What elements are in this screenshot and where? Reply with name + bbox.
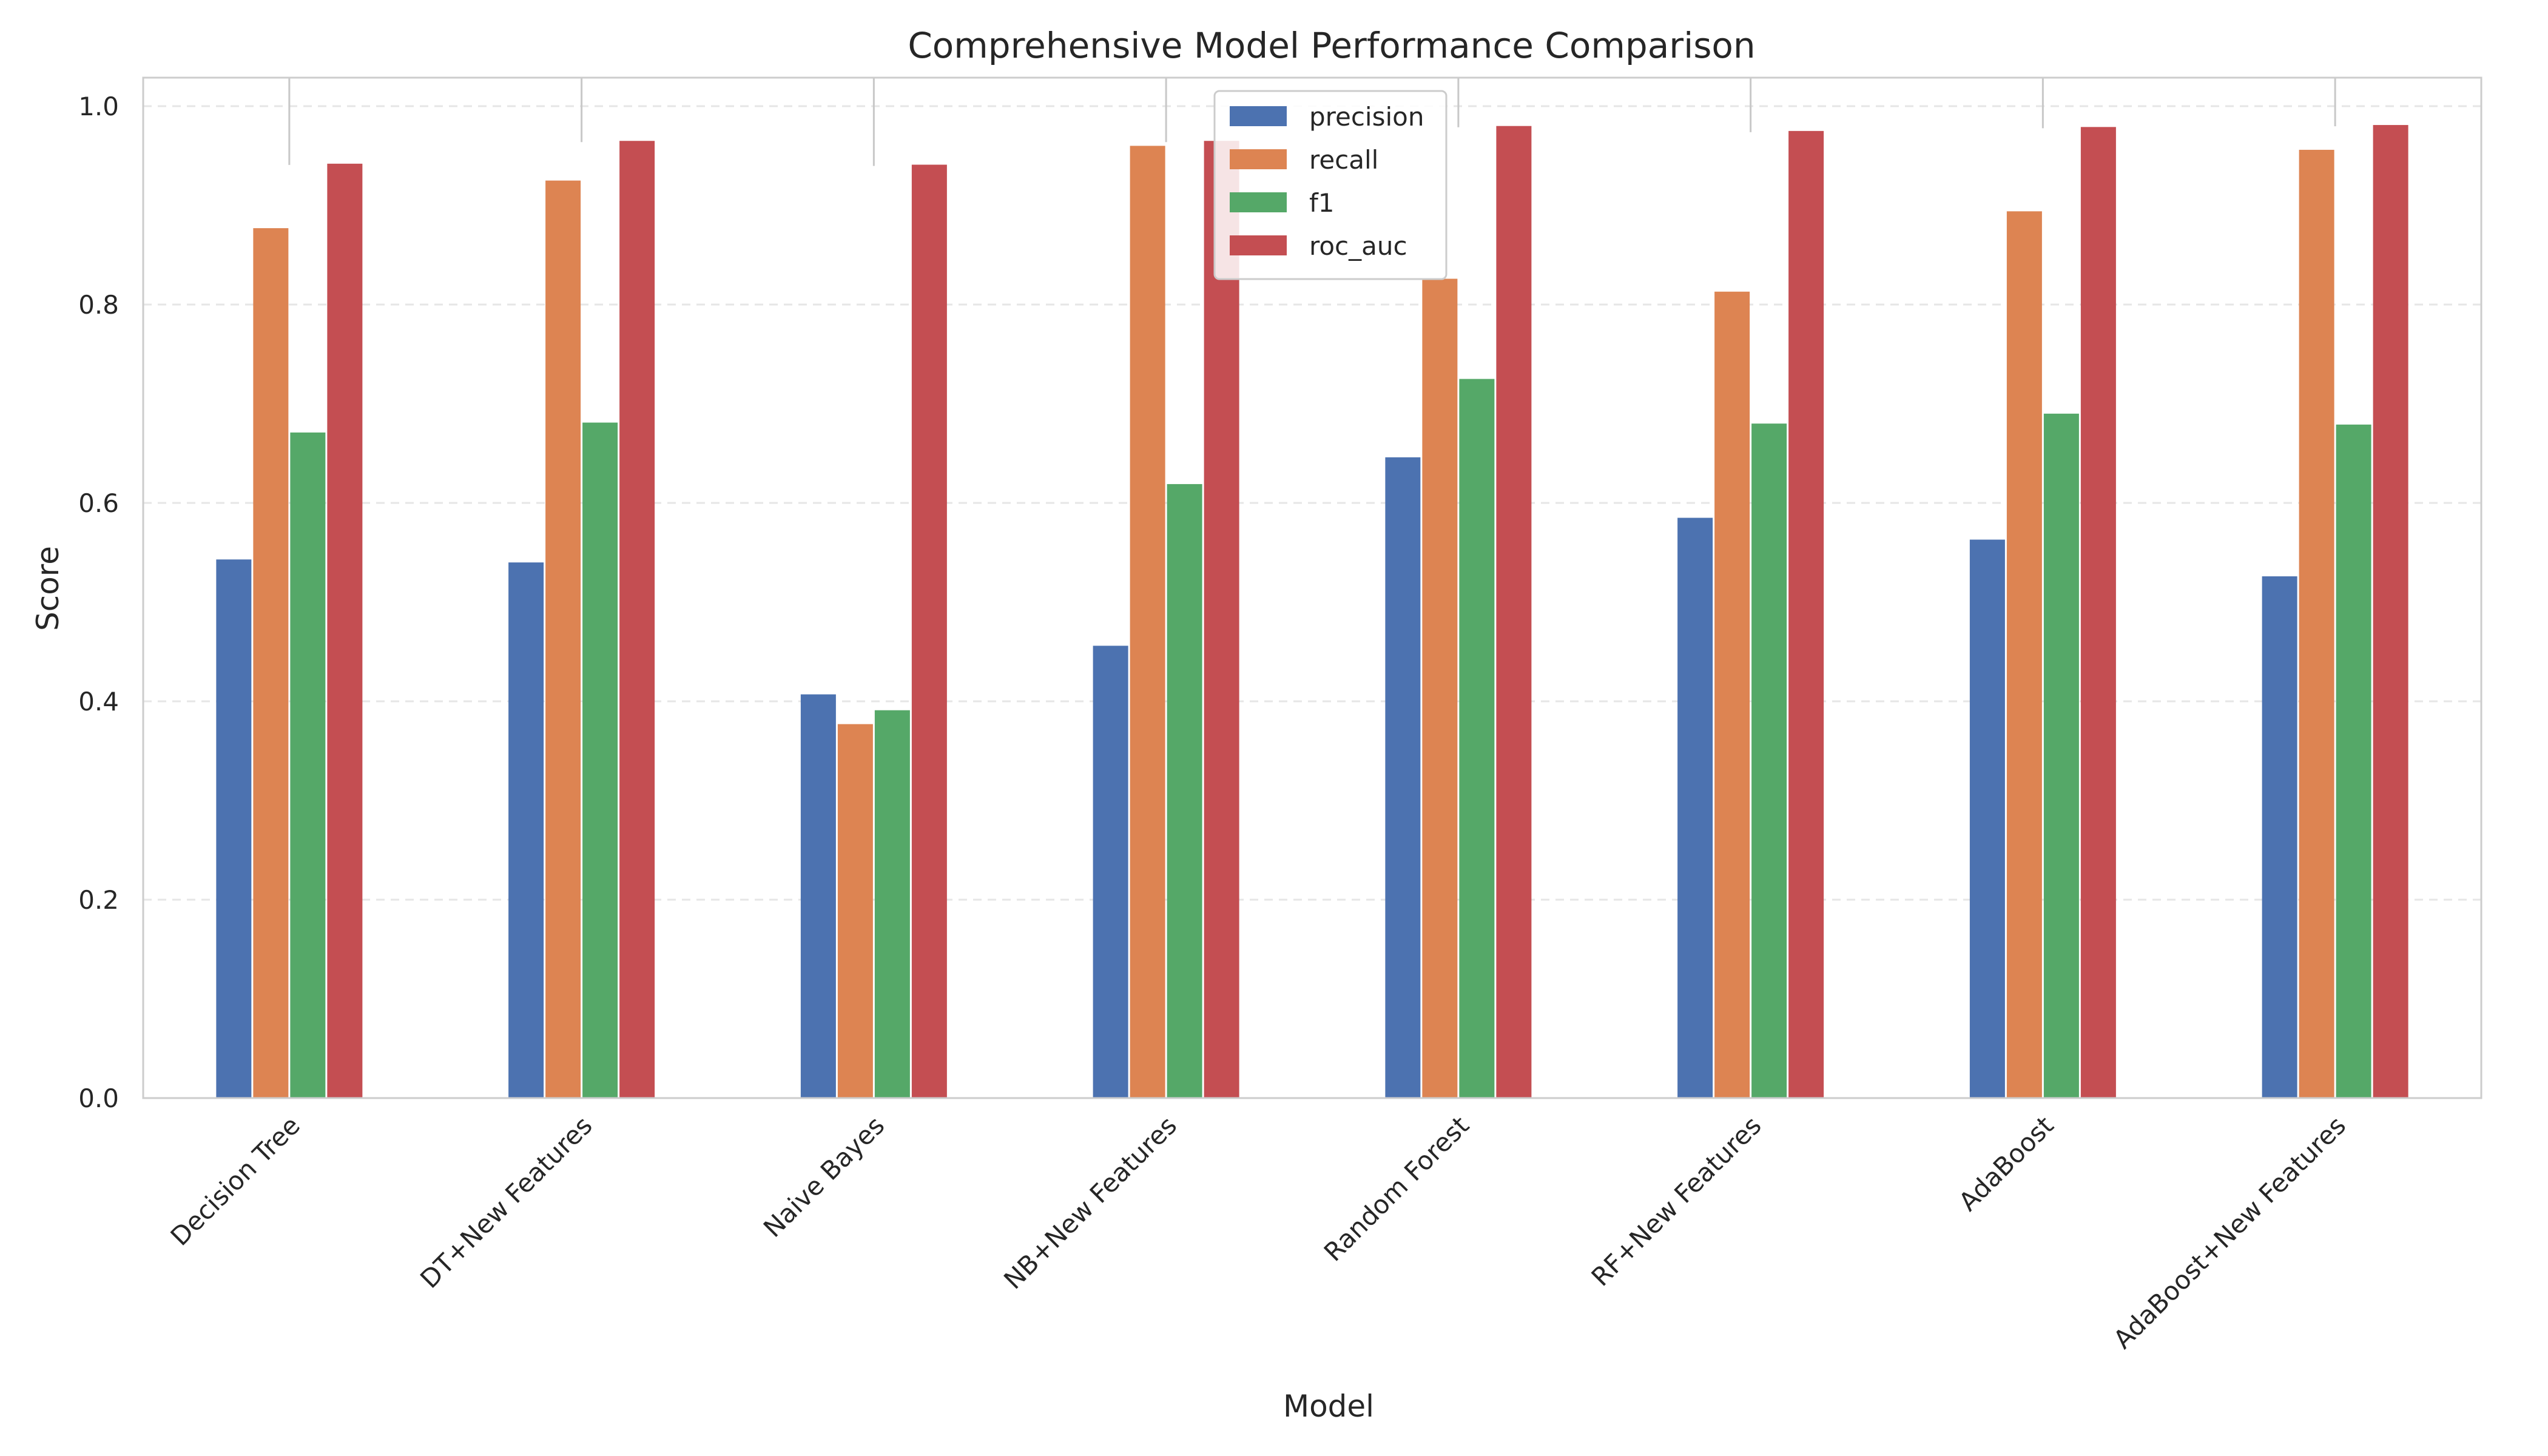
whisker-layer — [288, 78, 2336, 166]
y-tick-label: 0.4 — [78, 687, 119, 716]
bar-layer — [216, 125, 2408, 1099]
plot-area-frame — [142, 76, 2482, 1099]
legend-label-f1: f1 — [1309, 188, 1335, 218]
bar-f1-1 — [582, 422, 618, 1099]
bar-f1-7 — [2336, 424, 2371, 1099]
bar-precision-1 — [508, 562, 544, 1098]
bar-precision-7 — [2262, 576, 2297, 1098]
legend-label-roc_auc: roc_auc — [1309, 231, 1407, 261]
bar-roc_auc-4 — [1496, 126, 1532, 1099]
bar-recall-6 — [2006, 211, 2042, 1098]
bar-recall-3 — [1130, 146, 1165, 1098]
legend-box — [1213, 90, 1448, 280]
bar-precision-5 — [1677, 517, 1713, 1098]
bar-f1-0 — [290, 432, 326, 1098]
bar-roc_auc-5 — [1788, 130, 1824, 1098]
bar-precision-3 — [1093, 645, 1128, 1098]
y-tick-label: 0.8 — [78, 290, 119, 320]
bar-precision-4 — [1385, 457, 1421, 1098]
bar-precision-6 — [1969, 539, 2005, 1098]
legend-swatch-recall — [1230, 149, 1287, 169]
bar-f1-5 — [1751, 423, 1787, 1099]
y-tick-label: 0.2 — [78, 885, 119, 915]
legend: precision recall f1 roc_auc — [1213, 90, 1448, 280]
bar-roc_auc-6 — [2080, 127, 2116, 1099]
bar-f1-6 — [2043, 413, 2079, 1098]
bar-recall-5 — [1714, 291, 1750, 1098]
bar-f1-4 — [1459, 379, 1495, 1098]
bar-recall-2 — [837, 724, 873, 1098]
bar-f1-2 — [874, 710, 910, 1098]
legend-label-recall: recall — [1309, 145, 1378, 175]
chart-title: Comprehensive Model Performance Comparis… — [908, 25, 1755, 66]
y-axis-label: Score — [30, 546, 66, 631]
legend-label-precision: precision — [1309, 102, 1424, 132]
bar-f1-3 — [1167, 484, 1202, 1098]
y-axis-ticks: 0.0 0.2 0.4 0.6 0.8 1.0 — [78, 92, 119, 1113]
bar-roc_auc-7 — [2373, 125, 2408, 1099]
bar-roc_auc-1 — [619, 141, 655, 1099]
bar-roc_auc-0 — [327, 163, 363, 1099]
y-tick-label: 1.0 — [78, 92, 119, 121]
bar-recall-1 — [545, 180, 581, 1098]
legend-swatch-roc_auc — [1230, 235, 1287, 255]
y-tick-label: 0.6 — [78, 488, 119, 518]
legend-swatch-f1 — [1230, 192, 1287, 212]
legend-swatch-precision — [1230, 106, 1287, 126]
bar-roc_auc-3 — [1204, 141, 1239, 1099]
bar-recall-7 — [2299, 149, 2334, 1099]
y-tick-label: 0.0 — [78, 1084, 119, 1113]
bar-recall-4 — [1422, 278, 1458, 1098]
bar-recall-0 — [253, 228, 289, 1099]
bar-precision-2 — [800, 694, 836, 1098]
bar-roc_auc-2 — [911, 164, 947, 1099]
bar-precision-0 — [216, 559, 252, 1098]
x-axis-label: Model — [1283, 1389, 1374, 1424]
